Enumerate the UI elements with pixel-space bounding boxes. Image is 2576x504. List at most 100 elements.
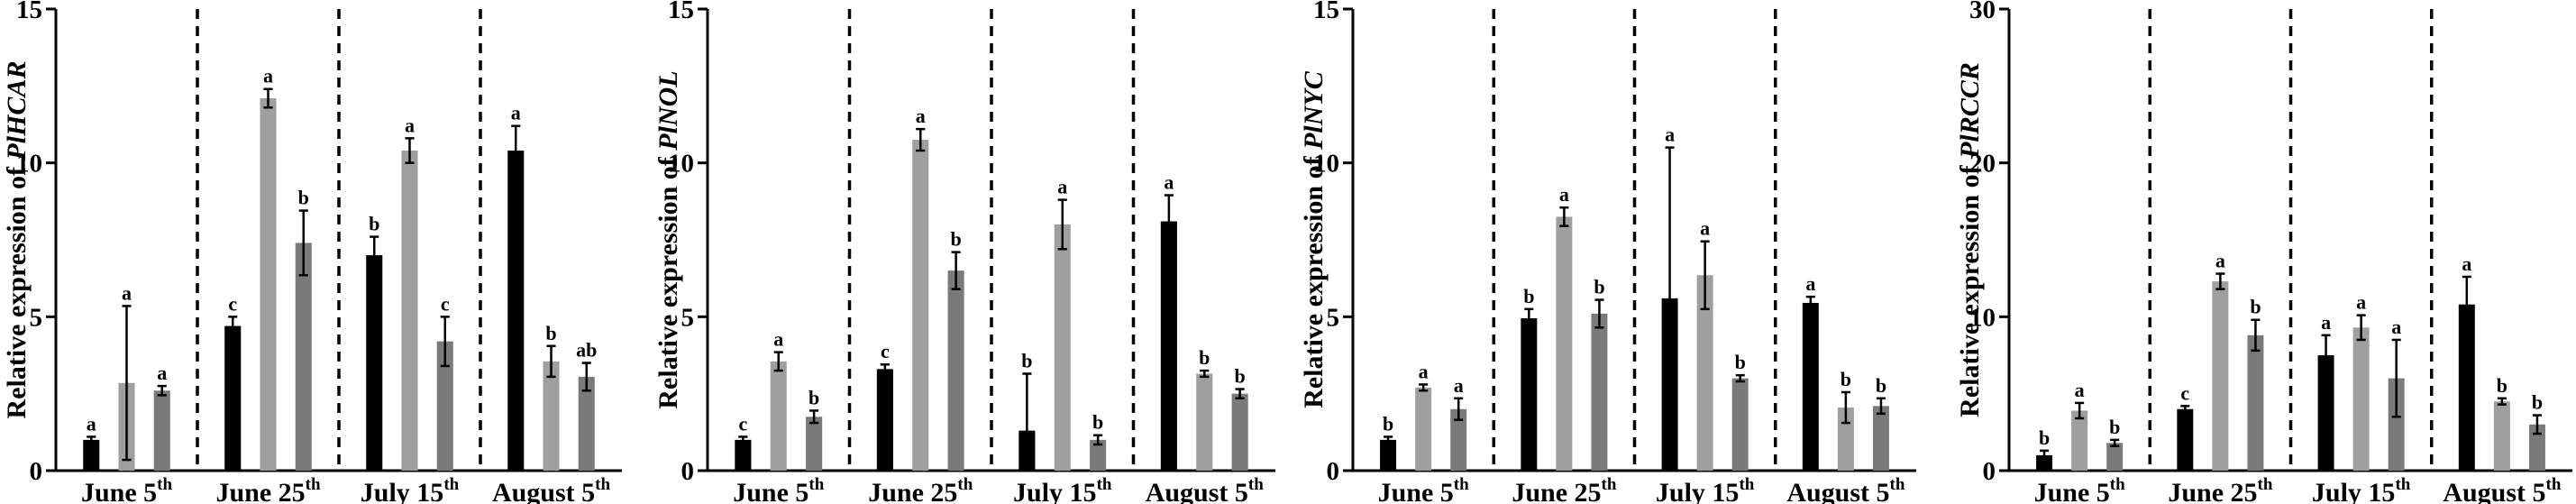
- x-tick-label: June 5th: [733, 475, 825, 504]
- x-tick-label-base: June 25: [868, 478, 957, 504]
- significance-letter: a: [2075, 379, 2085, 401]
- significance-letter: b: [2109, 416, 2120, 438]
- bar-series-2: [1415, 387, 1432, 471]
- y-axis-label: Relative expression of PlHCAR: [2, 61, 32, 419]
- y-tick-label: 15: [1313, 0, 1339, 24]
- x-tick-label: August 5th: [2443, 475, 2562, 504]
- significance-letter: b: [1021, 349, 1032, 371]
- significance-letter: c: [441, 292, 450, 315]
- y-axis-label-gene: PlHCAR: [2, 61, 32, 161]
- bar-series-1: [1802, 302, 1819, 471]
- significance-letter: ab: [576, 339, 597, 362]
- bar-series-1: [2458, 304, 2475, 471]
- bar-series-2: [543, 361, 560, 471]
- x-tick-label: June 5th: [1378, 475, 1470, 504]
- significance-letter: b: [369, 213, 379, 235]
- bar-series-1: [224, 325, 242, 471]
- y-tick-label: 10: [1969, 303, 1996, 332]
- x-tick-label-base: June 5: [81, 478, 157, 504]
- x-tick-label-sup: th: [1890, 475, 1905, 494]
- significance-letter: b: [1235, 365, 1246, 388]
- bar-series-1: [2177, 408, 2194, 471]
- x-tick-label-sup: th: [306, 475, 321, 494]
- x-tick-label: July 15th: [361, 475, 460, 504]
- bar-series-2: [2071, 410, 2088, 471]
- bar-series-3: [2106, 443, 2124, 471]
- y-tick-label: 0: [681, 457, 695, 486]
- x-tick-label-base: July 15: [1656, 478, 1740, 504]
- x-tick-label-base: August 5: [2443, 478, 2545, 504]
- x-tick-label-base: August 5: [492, 478, 595, 504]
- bar-series-3: [947, 270, 964, 471]
- y-tick-label: 0: [1983, 457, 1996, 486]
- significance-letter: a: [87, 412, 96, 435]
- bar-series-1: [876, 369, 893, 471]
- significance-letter: a: [1700, 217, 1710, 240]
- bar-series-3: [1450, 408, 1467, 471]
- bar-series-1: [735, 439, 752, 471]
- significance-letter: c: [881, 340, 890, 362]
- significance-letter: a: [1665, 124, 1675, 146]
- y-axis-label: Relative expression of PlRCCR: [1955, 62, 1985, 417]
- bar-series-1: [507, 151, 525, 471]
- significance-letter: a: [2356, 291, 2366, 314]
- significance-letter: a: [1057, 176, 1067, 198]
- y-axis-label: Relative expression of PlNOL: [653, 70, 683, 408]
- significance-letter: a: [1454, 374, 1464, 397]
- x-tick-label: July 15th: [1656, 475, 1755, 504]
- significance-letter: a: [122, 281, 132, 304]
- x-tick-label: June 5th: [2034, 475, 2126, 504]
- significance-letter: a: [2462, 252, 2471, 275]
- significance-letter: b: [1092, 411, 1103, 434]
- x-tick-label-base: June 5: [1378, 478, 1454, 504]
- y-tick-label: 5: [1327, 303, 1340, 332]
- significance-letter: b: [1594, 276, 1604, 298]
- significance-letter: b: [2250, 296, 2261, 318]
- bar-series-1: [1160, 221, 1177, 471]
- bar-series-3: [806, 417, 823, 471]
- bar-series-2: [401, 151, 418, 471]
- significance-letter: c: [228, 292, 237, 315]
- bar-series-3: [2247, 334, 2264, 471]
- significance-letter: c: [2180, 381, 2189, 404]
- x-tick-label-base: June 5: [733, 478, 808, 504]
- bar-series-3: [153, 390, 170, 471]
- significance-letter: c: [738, 412, 747, 435]
- bar-series-3: [1872, 406, 1889, 471]
- chart-panel-2: 0 5 10 15 Relative expression of PlNOL June 5…: [653, 0, 1275, 504]
- chart-panel-1: 0 5 10 15 Relative expression of PlHCAR June …: [2, 0, 622, 504]
- bar-series-2: [912, 140, 929, 472]
- x-tick-label-base: July 15: [361, 478, 444, 504]
- x-tick-label-sup: th: [1602, 475, 1617, 494]
- significance-letter: b: [1735, 351, 1746, 373]
- y-axis-label-prefix: Relative expression of: [1955, 159, 1985, 417]
- x-tick-label: August 5th: [492, 475, 611, 504]
- significance-letter: b: [2039, 426, 2050, 449]
- x-tick-label-base: June 25: [2168, 478, 2257, 504]
- x-tick-label: June 25th: [215, 475, 321, 504]
- bar-series-2: [770, 361, 787, 471]
- y-tick-label: 10: [16, 150, 42, 179]
- x-tick-label-base: August 5: [1146, 478, 1248, 504]
- bar-series-3: [295, 243, 312, 471]
- bar-series-2: [2212, 281, 2229, 471]
- y-tick-label: 15: [16, 0, 42, 24]
- bar-series-3: [1090, 439, 1107, 471]
- bar-series-3: [1231, 393, 1248, 471]
- bar-series-3: [578, 376, 595, 471]
- x-tick-label-base: June 25: [1512, 478, 1601, 504]
- significance-letter: a: [157, 362, 167, 384]
- bar-series-3: [1591, 313, 1608, 471]
- x-tick-label-sup: th: [2395, 475, 2410, 494]
- x-tick-label: June 25th: [1512, 475, 1617, 504]
- bar-series-2: [1696, 275, 1713, 471]
- x-tick-label-sup: th: [2546, 475, 2562, 494]
- significance-letter: b: [2497, 374, 2507, 397]
- significance-letter: b: [1841, 368, 1851, 390]
- x-tick-label: August 5th: [1786, 475, 1905, 504]
- x-tick-label-sup: th: [1248, 475, 1264, 494]
- y-tick-label: 15: [668, 0, 694, 24]
- significance-letter: a: [1164, 171, 1174, 194]
- y-tick-label: 30: [1969, 0, 1996, 24]
- significance-letter: a: [1805, 272, 1815, 295]
